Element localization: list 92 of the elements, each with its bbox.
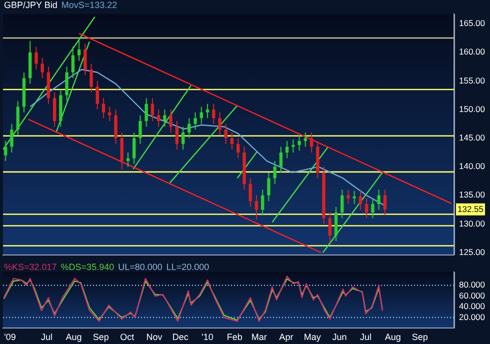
candlestick — [65, 66, 68, 102]
candlestick — [138, 114, 142, 144]
x-tick-label: May — [304, 332, 322, 342]
candlestick — [304, 132, 308, 148]
candlestick — [254, 194, 258, 220]
candlestick — [169, 109, 172, 133]
candlestick — [34, 46, 38, 70]
candlestick — [248, 178, 252, 208]
candlestick — [364, 198, 368, 219]
candlestick — [150, 98, 154, 122]
x-tick-label: Sep — [92, 332, 109, 342]
y-tick-label: 125.00 — [459, 246, 486, 257]
candlestick — [371, 198, 374, 219]
candlestick — [334, 206, 338, 242]
series-label: %KS=32.017 — [4, 262, 57, 272]
candlestick — [279, 146, 283, 173]
candlestick — [163, 109, 166, 128]
y-tick-label: 145.00 — [459, 132, 486, 143]
y-tick-label: 60.000 — [459, 290, 486, 300]
x-tick-label: Apr — [279, 332, 294, 342]
y-tick-label: 135.00 — [459, 190, 486, 200]
candlestick — [181, 126, 185, 150]
y-tick-label: 130.00 — [459, 218, 486, 228]
candlestick — [236, 138, 240, 159]
candlestick — [218, 112, 222, 136]
candlestick — [285, 140, 289, 159]
candlestick — [310, 132, 314, 153]
candlestick — [40, 58, 44, 79]
candlestick — [120, 132, 124, 170]
y-tick-label: 160.00 — [459, 46, 486, 57]
candlestick — [156, 109, 160, 128]
x-tick-label: Aug — [66, 332, 82, 342]
ref-line-label: LL=20.000 — [166, 262, 210, 272]
x-tick-label: Nov — [146, 332, 163, 342]
y-tick-label: 165.00 — [459, 18, 486, 28]
candlestick — [194, 112, 197, 130]
candlestick — [340, 189, 344, 219]
y-tick-label: 40.000 — [459, 301, 486, 312]
candlestick — [90, 63, 93, 93]
candlestick — [114, 109, 118, 144]
candlestick — [96, 80, 99, 110]
candlestick — [175, 120, 179, 150]
x-tick-label: Oct — [120, 332, 135, 342]
candlestick — [4, 140, 8, 162]
x-tick-label: Jul — [40, 332, 52, 342]
x-tick-label: Mar — [251, 332, 267, 342]
candlestick — [144, 98, 148, 128]
candlestick — [132, 132, 136, 164]
candlestick — [200, 106, 204, 124]
candlestick — [206, 103, 210, 119]
text: 132.55 — [458, 204, 484, 214]
candlestick — [188, 118, 191, 139]
x-tick-label: '09 — [4, 332, 16, 342]
candlestick — [16, 100, 20, 136]
candlestick — [84, 43, 87, 76]
x-tick-label: Dec — [172, 332, 189, 342]
x-tick-label: '10 — [202, 332, 214, 342]
x-tick-label: Jul — [360, 332, 372, 342]
candlestick — [230, 132, 234, 150]
candlestick — [292, 138, 295, 153]
candlestick — [273, 160, 276, 184]
candlestick — [10, 123, 14, 153]
text: MovS=133.22 — [61, 0, 118, 10]
candlestick — [52, 92, 56, 128]
candlestick — [260, 189, 264, 216]
y-tick-label: 155.00 — [459, 75, 486, 86]
series-label: %DS=35.940 — [60, 262, 114, 272]
candlestick — [358, 190, 362, 210]
y-tick-label: 80.000 — [459, 280, 486, 290]
chart-title: GBP/JPY Bid — [4, 0, 58, 10]
y-tick-label: 20.000 — [459, 312, 486, 322]
candlestick — [126, 152, 130, 168]
candlestick — [77, 38, 81, 62]
ref-line-label: UL=80.000 — [118, 262, 162, 272]
candlestick — [102, 98, 106, 119]
candlestick — [383, 189, 387, 216]
y-tick-label: 150.00 — [459, 104, 486, 114]
x-tick-label: Jun — [332, 332, 347, 342]
candlestick — [377, 189, 380, 210]
candlestick — [328, 212, 332, 243]
candlestick — [298, 134, 301, 152]
candlestick — [108, 106, 112, 122]
candlestick — [212, 103, 216, 124]
x-tick-label: Aug — [384, 332, 401, 342]
candlestick — [224, 123, 228, 144]
x-tick-label: Sep — [412, 332, 428, 342]
candlestick — [346, 189, 350, 204]
candlestick — [71, 46, 75, 79]
y-tick-label: 140.00 — [459, 161, 486, 172]
candlestick — [352, 190, 356, 204]
candlestick — [267, 172, 270, 202]
x-tick-label: Feb — [226, 332, 242, 342]
